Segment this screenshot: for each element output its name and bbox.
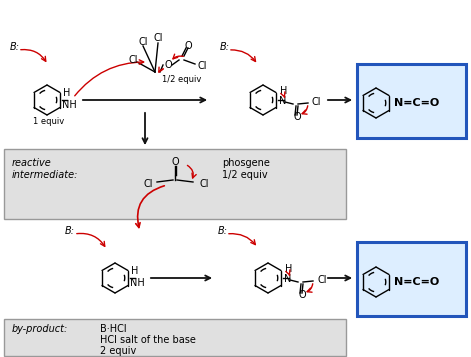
Text: Cl: Cl: [312, 97, 322, 107]
Text: N=C=O: N=C=O: [394, 98, 439, 108]
FancyBboxPatch shape: [4, 149, 346, 219]
Text: B:: B:: [10, 42, 20, 52]
Text: NH: NH: [62, 100, 77, 110]
Text: Cl: Cl: [128, 55, 138, 65]
Text: 1 equiv: 1 equiv: [33, 117, 64, 126]
Text: N: N: [279, 96, 286, 106]
Text: H: H: [131, 266, 138, 276]
Text: 1/2 equiv: 1/2 equiv: [162, 75, 202, 85]
Text: Cl: Cl: [153, 33, 163, 43]
Text: intermediate:: intermediate:: [12, 170, 78, 180]
FancyBboxPatch shape: [4, 319, 346, 356]
Text: Cl: Cl: [144, 179, 153, 189]
FancyBboxPatch shape: [357, 242, 466, 316]
Text: O: O: [293, 112, 301, 122]
Text: B·HCl: B·HCl: [100, 324, 127, 334]
Text: NH: NH: [130, 278, 145, 288]
Text: N=C=O: N=C=O: [394, 277, 439, 287]
Text: B:: B:: [220, 42, 230, 52]
Text: O: O: [171, 157, 179, 167]
Text: 1/2 equiv: 1/2 equiv: [222, 170, 268, 180]
Text: HCl salt of the base: HCl salt of the base: [100, 335, 196, 345]
Text: by-product:: by-product:: [12, 324, 68, 334]
Text: O: O: [184, 41, 192, 51]
Text: O: O: [164, 60, 172, 70]
Text: H: H: [63, 88, 70, 98]
Text: reactive: reactive: [12, 158, 52, 168]
Text: H: H: [280, 86, 287, 96]
FancyBboxPatch shape: [357, 64, 466, 138]
Text: Cl: Cl: [138, 37, 148, 47]
Text: 2 equiv: 2 equiv: [100, 346, 136, 356]
Text: Cl: Cl: [317, 275, 326, 285]
Text: N: N: [284, 274, 292, 284]
Text: phosgene: phosgene: [222, 158, 270, 168]
Text: B:: B:: [218, 226, 228, 236]
Text: Cl: Cl: [199, 179, 209, 189]
Text: O: O: [298, 290, 306, 300]
Text: H: H: [285, 264, 292, 274]
Text: Cl: Cl: [198, 61, 208, 71]
Text: B:: B:: [65, 226, 75, 236]
